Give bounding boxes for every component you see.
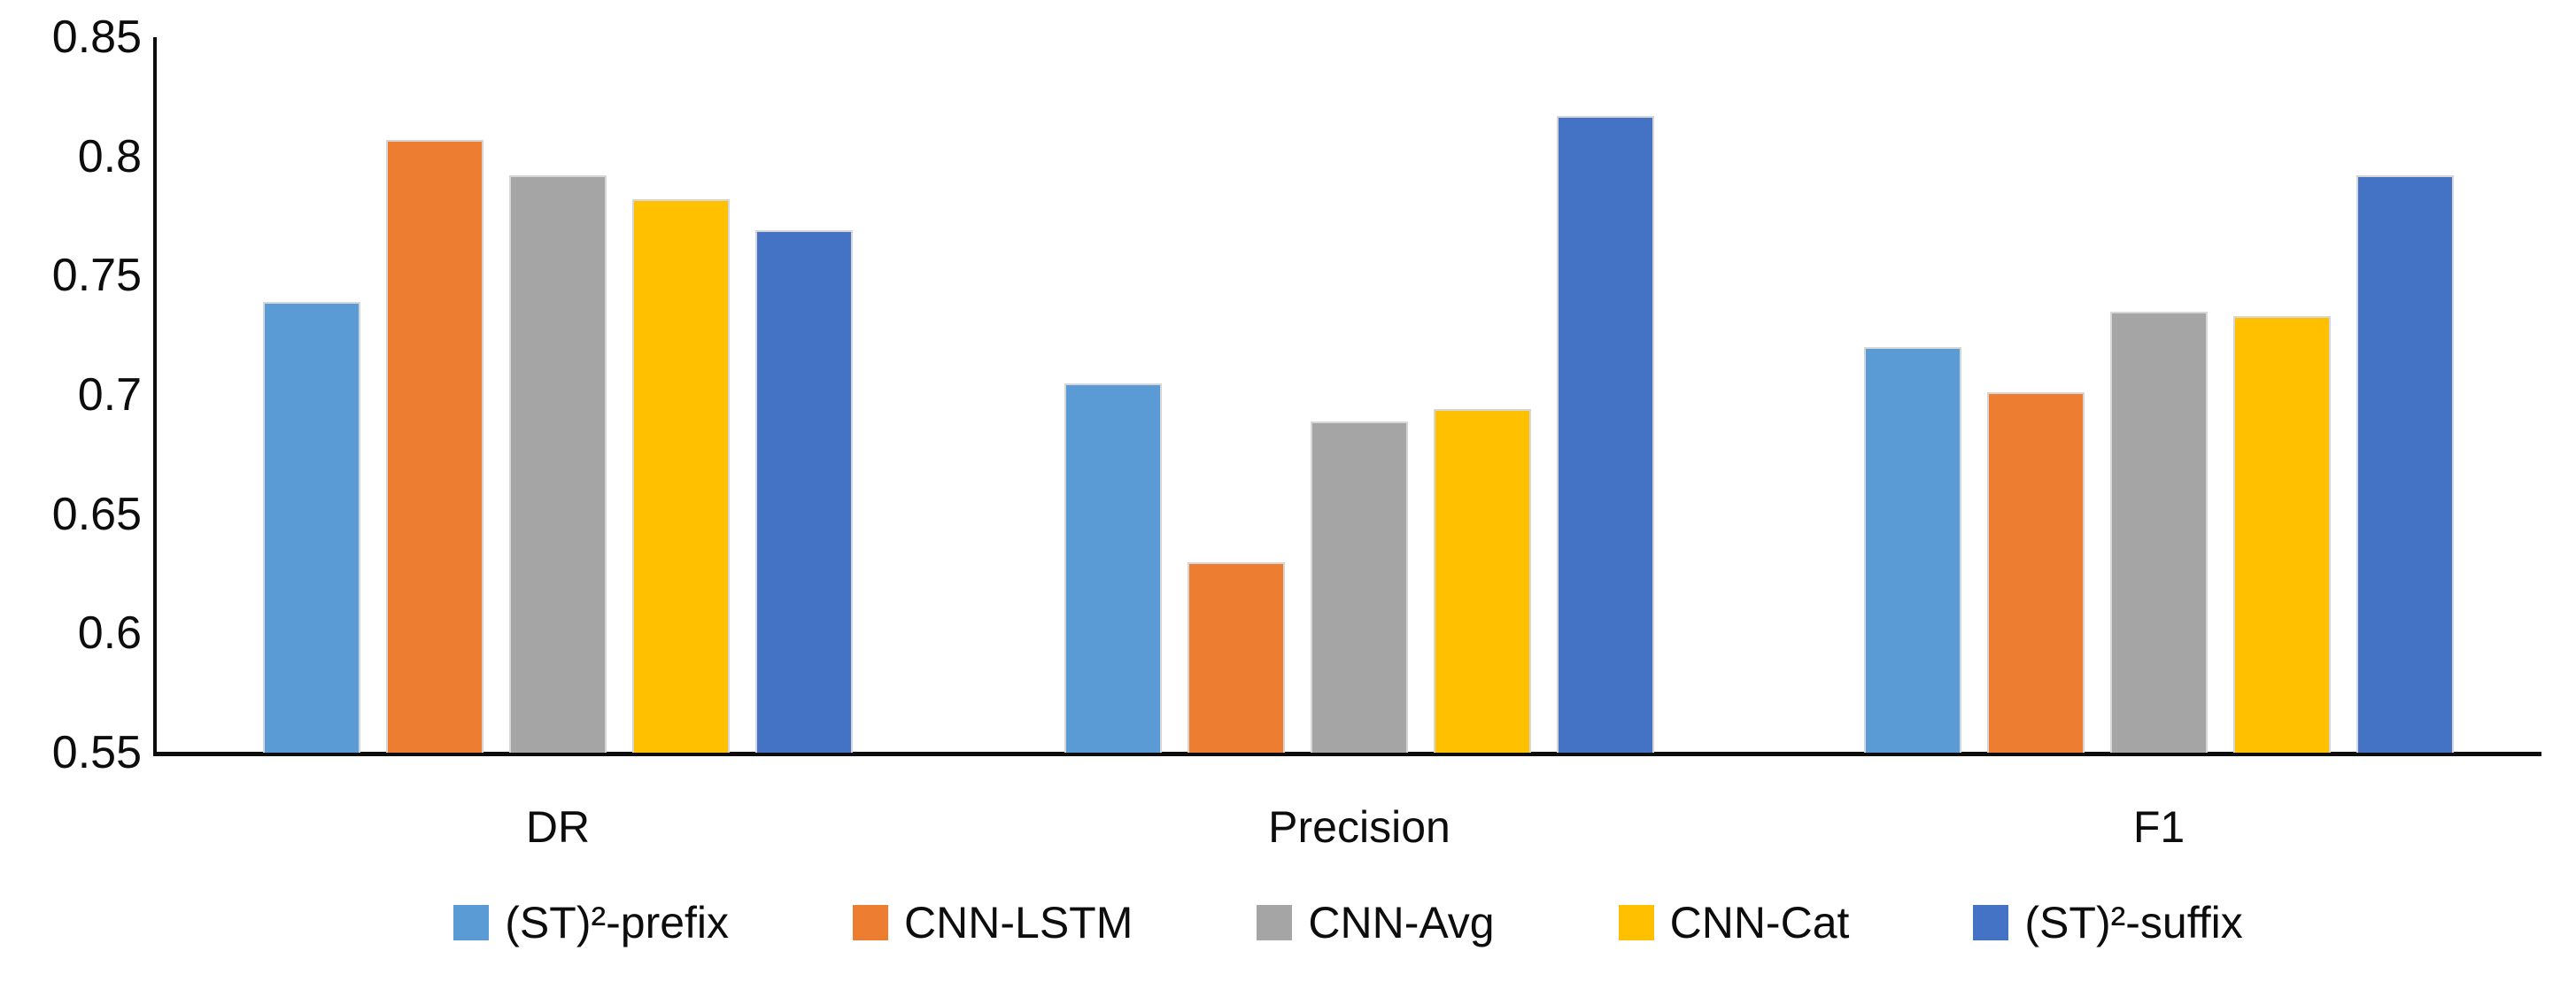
legend-swatch-icon <box>853 905 889 940</box>
bar-dr-series-2 <box>386 140 483 753</box>
bar-f1-series-5 <box>2356 175 2454 753</box>
legend-label: CNN-Cat <box>1669 898 1850 947</box>
legend: (ST)²-prefix CNN-LSTM CNN-Avg CNN-Cat (ST)²-… <box>155 887 2541 958</box>
category-label-dr: DR <box>525 802 591 852</box>
category-label-precision: Precision <box>1268 802 1450 852</box>
bar-f1-series-3 <box>2110 312 2208 753</box>
bar-precision-series-5 <box>1557 116 1654 753</box>
legend-swatch-icon <box>453 905 490 940</box>
bar-precision-series-1 <box>1064 383 1162 753</box>
bar-dr-series-1 <box>263 302 360 753</box>
x-axis-line <box>153 752 2541 756</box>
legend-swatch-icon <box>1618 905 1654 940</box>
legend-item-4: CNN-Cat <box>1618 898 1850 947</box>
y-axis-tick-label: 0.7 <box>77 369 142 421</box>
bar-f1-series-4 <box>2233 316 2331 753</box>
bar-precision-series-3 <box>1311 421 1408 753</box>
category-label-f1: F1 <box>2132 802 2185 852</box>
legend-item-3: CNN-Avg <box>1257 898 1495 947</box>
y-axis-tick-label: 0.55 <box>51 727 142 778</box>
legend-label: CNN-Avg <box>1308 898 1495 947</box>
bar-precision-series-2 <box>1187 562 1285 753</box>
legend-item-1: (ST)²-prefix <box>453 898 729 947</box>
bar-dr-series-4 <box>632 199 730 753</box>
y-axis-tick-label: 0.75 <box>51 250 142 302</box>
y-axis-tick-label: 0.6 <box>77 607 142 660</box>
bar-f1-series-2 <box>1987 392 2085 753</box>
legend-item-5: (ST)²-suffix <box>1973 898 2243 947</box>
legend-label: (ST)²-prefix <box>505 898 730 947</box>
bar-precision-series-4 <box>1434 409 1531 753</box>
bar-f1-series-1 <box>1864 347 1961 753</box>
y-axis-tick-label: 0.65 <box>51 488 142 540</box>
bar-dr-series-5 <box>755 230 853 753</box>
y-axis-line <box>153 37 157 756</box>
legend-item-2: CNN-LSTM <box>853 898 1133 947</box>
bar-dr-series-3 <box>509 175 607 753</box>
legend-label: CNN-LSTM <box>904 898 1133 947</box>
legend-swatch-icon <box>1973 905 2009 940</box>
legend-label: (ST)²-suffix <box>2024 898 2243 947</box>
y-axis-tick-label: 0.8 <box>77 130 142 182</box>
y-axis-tick-label: 0.85 <box>51 12 142 63</box>
legend-swatch-icon <box>1257 905 1293 940</box>
